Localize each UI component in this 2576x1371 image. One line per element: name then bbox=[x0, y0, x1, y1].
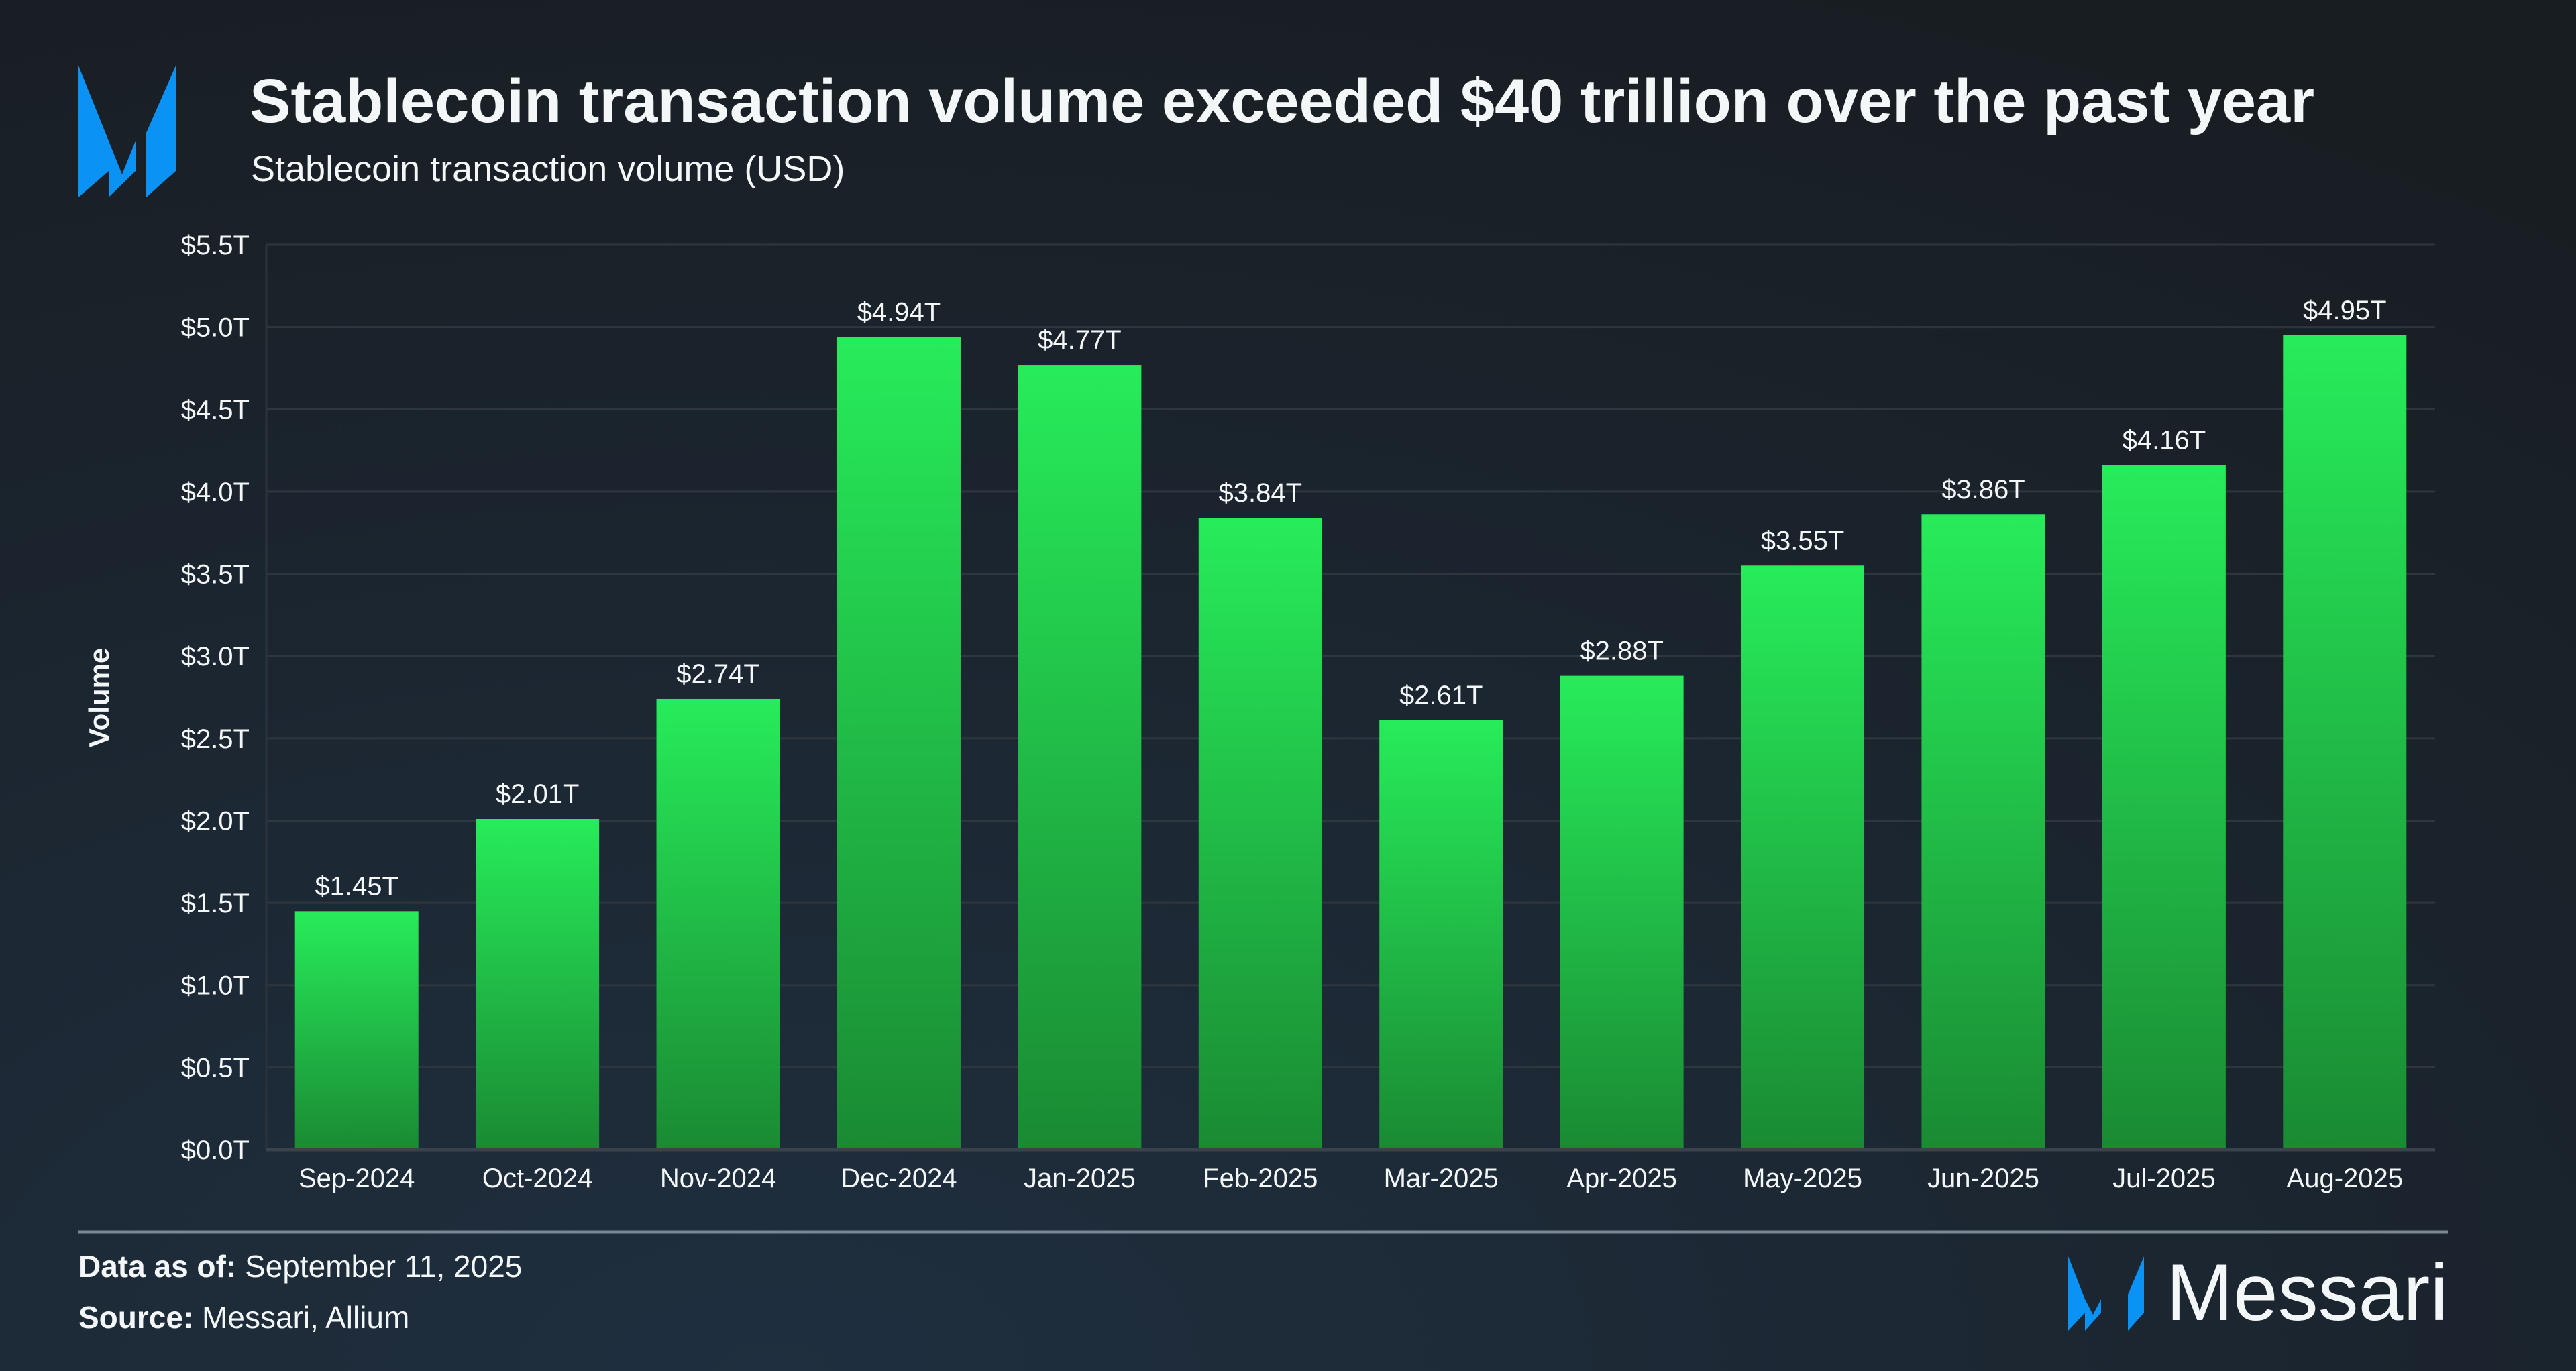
source-value: Messari, Allium bbox=[193, 1300, 409, 1335]
x-tick-label: Aug-2025 bbox=[2287, 1164, 2403, 1193]
x-tick-label: Apr-2025 bbox=[1566, 1164, 1677, 1193]
data-label: $4.95T bbox=[2303, 296, 2387, 325]
x-axis-ticks: Sep-2024 Oct-2024 Nov-2024 Dec-2024 Jan-2025… bbox=[299, 1164, 2403, 1193]
data-label: $3.84T bbox=[1219, 478, 1303, 508]
y-tick-label: $4.0T bbox=[181, 478, 250, 507]
y-tick-label: $5.0T bbox=[181, 313, 250, 343]
y-tick-label: $3.5T bbox=[181, 560, 250, 590]
bar-dec-2024 bbox=[837, 337, 961, 1150]
data-label: $2.88T bbox=[1580, 637, 1664, 666]
data-label: $2.61T bbox=[1399, 681, 1483, 710]
data-label: $4.16T bbox=[2123, 426, 2206, 455]
x-tick-label: Oct-2024 bbox=[482, 1164, 593, 1193]
source-label: Source: bbox=[78, 1300, 193, 1335]
x-tick-label: Nov-2024 bbox=[660, 1164, 776, 1193]
chart-title: Stablecoin transaction volume exceeded $… bbox=[250, 67, 2314, 135]
data-label: $2.01T bbox=[496, 779, 580, 809]
data-label: $1.45T bbox=[315, 871, 398, 901]
y-tick-label: $3.0T bbox=[181, 642, 250, 671]
y-tick-label: $0.5T bbox=[181, 1053, 250, 1083]
bar-feb-2025 bbox=[1198, 518, 1322, 1150]
y-tick-label: $1.0T bbox=[181, 971, 250, 1001]
bar-mar-2025 bbox=[1379, 720, 1503, 1150]
messari-footer-logo-icon bbox=[2068, 1256, 2144, 1331]
messari-wordmark: Messari bbox=[2166, 1248, 2448, 1337]
data-label: $4.94T bbox=[857, 297, 941, 327]
x-tick-label: Dec-2024 bbox=[841, 1164, 957, 1193]
x-tick-label: Jan-2025 bbox=[1024, 1164, 1136, 1193]
bar-oct-2024 bbox=[476, 819, 600, 1150]
y-tick-label: $2.5T bbox=[181, 724, 250, 754]
gridlines bbox=[266, 243, 2435, 1068]
bar-apr-2025 bbox=[1560, 675, 1684, 1150]
bar-aug-2025 bbox=[2283, 335, 2407, 1150]
chart-subtitle: Stablecoin transaction volume (USD) bbox=[251, 149, 845, 189]
data-label: $3.86T bbox=[1941, 475, 2025, 504]
x-tick-label: Jun-2025 bbox=[1927, 1164, 2039, 1193]
data-label: $2.74T bbox=[676, 659, 760, 689]
x-tick-label: Feb-2025 bbox=[1203, 1164, 1318, 1193]
data-as-of: Data as of: September 11, 2025 bbox=[78, 1249, 522, 1284]
y-tick-label: $0.0T bbox=[181, 1136, 250, 1165]
x-tick-label: Sep-2024 bbox=[299, 1164, 415, 1193]
y-tick-label: $5.5T bbox=[181, 231, 250, 260]
bar-jul-2025 bbox=[2102, 465, 2226, 1150]
x-tick-label: Jul-2025 bbox=[2112, 1164, 2215, 1193]
data-as-of-value: September 11, 2025 bbox=[236, 1249, 522, 1284]
y-tick-label: $2.0T bbox=[181, 806, 250, 836]
bar-nov-2024 bbox=[656, 698, 780, 1150]
data-label: $4.77T bbox=[1038, 325, 1122, 355]
messari-logo-icon bbox=[78, 66, 176, 197]
bars: $1.45T $2.01T $2.74T $4.94T $4.77T $3.84T $2.6… bbox=[294, 296, 2407, 1150]
bar-jun-2025 bbox=[1921, 514, 2045, 1150]
y-tick-label: $1.5T bbox=[181, 889, 250, 918]
y-axis-ticks: $0.0T $0.5T $1.0T $1.5T $2.0T $2.5T $3.0T $3.5T… bbox=[181, 231, 250, 1165]
bar-sep-2024 bbox=[294, 911, 419, 1150]
bar-jan-2025 bbox=[1018, 365, 1142, 1150]
data-label: $3.55T bbox=[1761, 526, 1845, 555]
y-axis-label: Volume bbox=[83, 648, 115, 748]
data-as-of-label: Data as of: bbox=[78, 1249, 236, 1284]
x-tick-label: May-2025 bbox=[1743, 1164, 1862, 1193]
bar-may-2025 bbox=[1741, 565, 1865, 1150]
y-tick-label: $4.5T bbox=[181, 395, 250, 425]
source: Source: Messari, Allium bbox=[78, 1300, 409, 1335]
x-tick-label: Mar-2025 bbox=[1384, 1164, 1499, 1193]
